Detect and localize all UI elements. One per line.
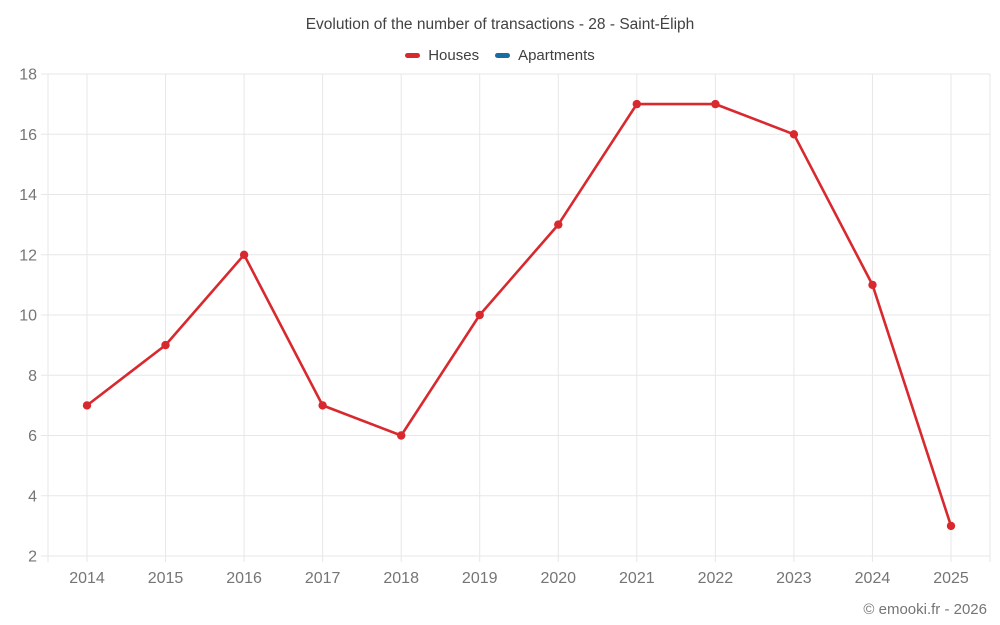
legend-label-houses: Houses [428, 46, 480, 64]
y-axis-label: 18 [19, 67, 37, 84]
x-axis-label: 2016 [226, 570, 262, 587]
data-point-houses-2018[interactable] [397, 431, 406, 440]
legend: Houses Apartments [0, 45, 1000, 65]
data-point-houses-2015[interactable] [161, 340, 170, 350]
x-axis-label: 2025 [933, 570, 969, 587]
y-axis-label: 14 [19, 187, 37, 204]
x-axis-label: 2014 [69, 570, 105, 587]
data-point-houses-2017[interactable] [318, 401, 327, 410]
y-axis-label: 8 [28, 368, 37, 385]
x-axis-label: 2023 [776, 570, 812, 587]
data-point-houses-2021[interactable] [632, 99, 641, 109]
y-axis-label: 4 [28, 488, 37, 505]
y-axis-label: 12 [19, 247, 37, 264]
legend-item-apartments[interactable]: Apartments [495, 47, 595, 64]
data-point-houses-2020[interactable] [554, 220, 563, 229]
y-axis-label: 16 [19, 127, 37, 144]
chart-title: Evolution of the number of transactions … [305, 16, 695, 33]
x-axis-label: 2015 [148, 570, 184, 587]
data-point-houses-2025[interactable] [946, 521, 956, 531]
y-axis-label: 10 [19, 308, 37, 325]
data-point-houses-2022[interactable] [711, 99, 720, 109]
y-axis-label: 6 [28, 428, 37, 445]
x-axis-label: 2017 [305, 570, 341, 587]
x-axis-label: 2021 [619, 570, 655, 587]
data-point-houses-2016[interactable] [239, 250, 249, 259]
x-axis-label: 2024 [855, 570, 891, 587]
series-line-houses [85, 102, 953, 528]
houses-legend-marker-icon [405, 52, 421, 58]
data-point-houses-2019[interactable] [475, 310, 484, 320]
legend-label-apartments: Apartments [518, 46, 595, 64]
apartments-legend-marker-icon [495, 52, 511, 58]
x-axis-label: 2022 [698, 570, 734, 587]
data-point-houses-2014[interactable] [82, 401, 92, 410]
x-axis-label: 2018 [383, 570, 419, 587]
y-axis-label: 2 [28, 549, 37, 566]
data-point-houses-2024[interactable] [868, 280, 877, 290]
x-axis-label: 2020 [540, 570, 576, 587]
data-point-houses-2023[interactable] [789, 130, 799, 139]
x-axis-label: 2019 [462, 570, 498, 587]
legend-item-houses[interactable]: Houses [405, 47, 479, 64]
copyright: © emooki.fr - 2026 [863, 601, 987, 618]
